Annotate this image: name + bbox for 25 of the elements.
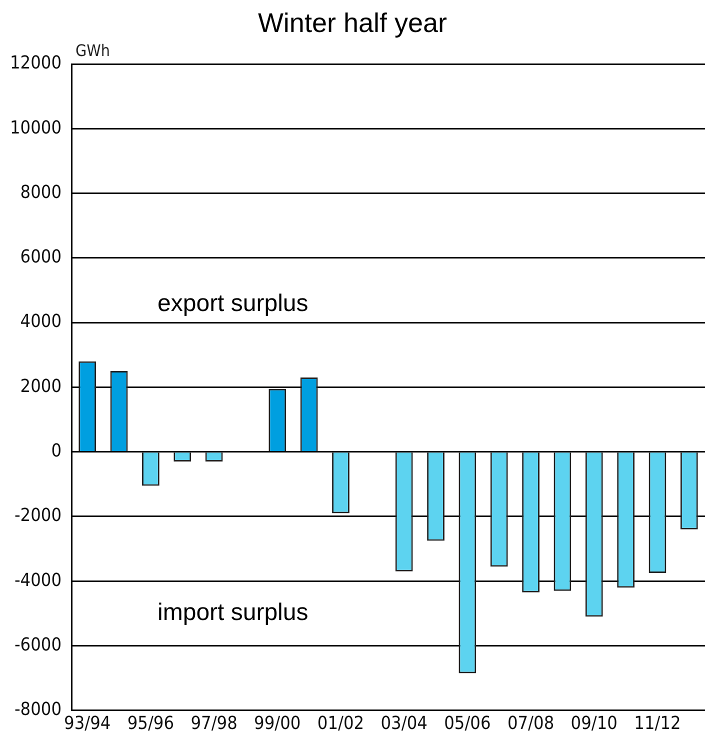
x-tick-label: 07/08	[507, 712, 554, 734]
y-tick-label: -2000	[14, 505, 62, 526]
y-tick-label: -6000	[14, 634, 62, 656]
y-tick-label: 10000	[10, 117, 62, 138]
x-tick-label: 97/98	[190, 712, 238, 734]
x-tick-label: 01/02	[317, 712, 364, 734]
y-tick-label: 2000	[20, 376, 62, 397]
x-tick-label: 99/00	[254, 712, 301, 734]
x-tick-label: 09/10	[570, 712, 618, 734]
y-tick-label: 0	[51, 440, 62, 462]
y-axis-title: GWh	[76, 41, 110, 60]
x-tick-label: 95/96	[127, 712, 174, 734]
y-tick-label: 8000	[20, 182, 62, 203]
y-tick-label: 6000	[20, 246, 62, 268]
annotation: import surplus	[158, 599, 308, 626]
annotation: export surplus	[158, 290, 308, 318]
y-tick-label: 12000	[10, 52, 62, 74]
x-tick-label: 11/12	[634, 712, 681, 734]
x-tick-label: 03/04	[380, 712, 428, 734]
chart-title: Winter half year	[256, 8, 448, 39]
y-tick-label: -4000	[14, 570, 62, 591]
x-tick-label: 93/94	[64, 712, 111, 734]
y-tick-label: 4000	[20, 311, 62, 332]
x-tick-label: 05/06	[444, 712, 491, 734]
y-tick-label: -8000	[14, 699, 62, 720]
